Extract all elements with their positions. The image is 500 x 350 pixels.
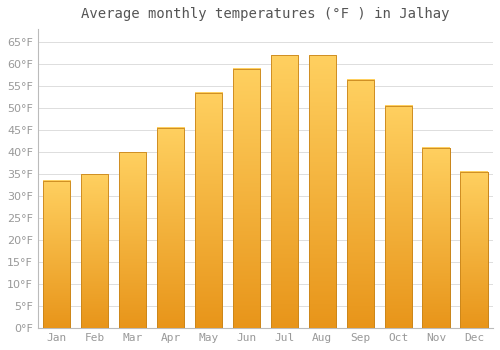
Bar xyxy=(119,152,146,328)
Bar xyxy=(460,172,487,328)
Bar xyxy=(460,172,487,328)
Bar xyxy=(43,181,70,328)
Bar xyxy=(384,106,412,328)
Bar xyxy=(81,174,108,328)
Title: Average monthly temperatures (°F ) in Jalhay: Average monthly temperatures (°F ) in Ja… xyxy=(81,7,450,21)
Bar xyxy=(81,174,108,328)
Bar xyxy=(384,106,412,328)
Bar xyxy=(270,55,298,328)
Bar xyxy=(422,148,450,328)
Bar xyxy=(233,69,260,328)
Bar xyxy=(157,128,184,328)
Bar xyxy=(346,80,374,328)
Bar xyxy=(308,55,336,328)
Bar xyxy=(422,148,450,328)
Bar xyxy=(43,181,70,328)
Bar xyxy=(308,55,336,328)
Bar xyxy=(346,80,374,328)
Bar xyxy=(233,69,260,328)
Bar xyxy=(270,55,298,328)
Bar xyxy=(157,128,184,328)
Bar xyxy=(119,152,146,328)
Bar xyxy=(195,93,222,328)
Bar xyxy=(195,93,222,328)
